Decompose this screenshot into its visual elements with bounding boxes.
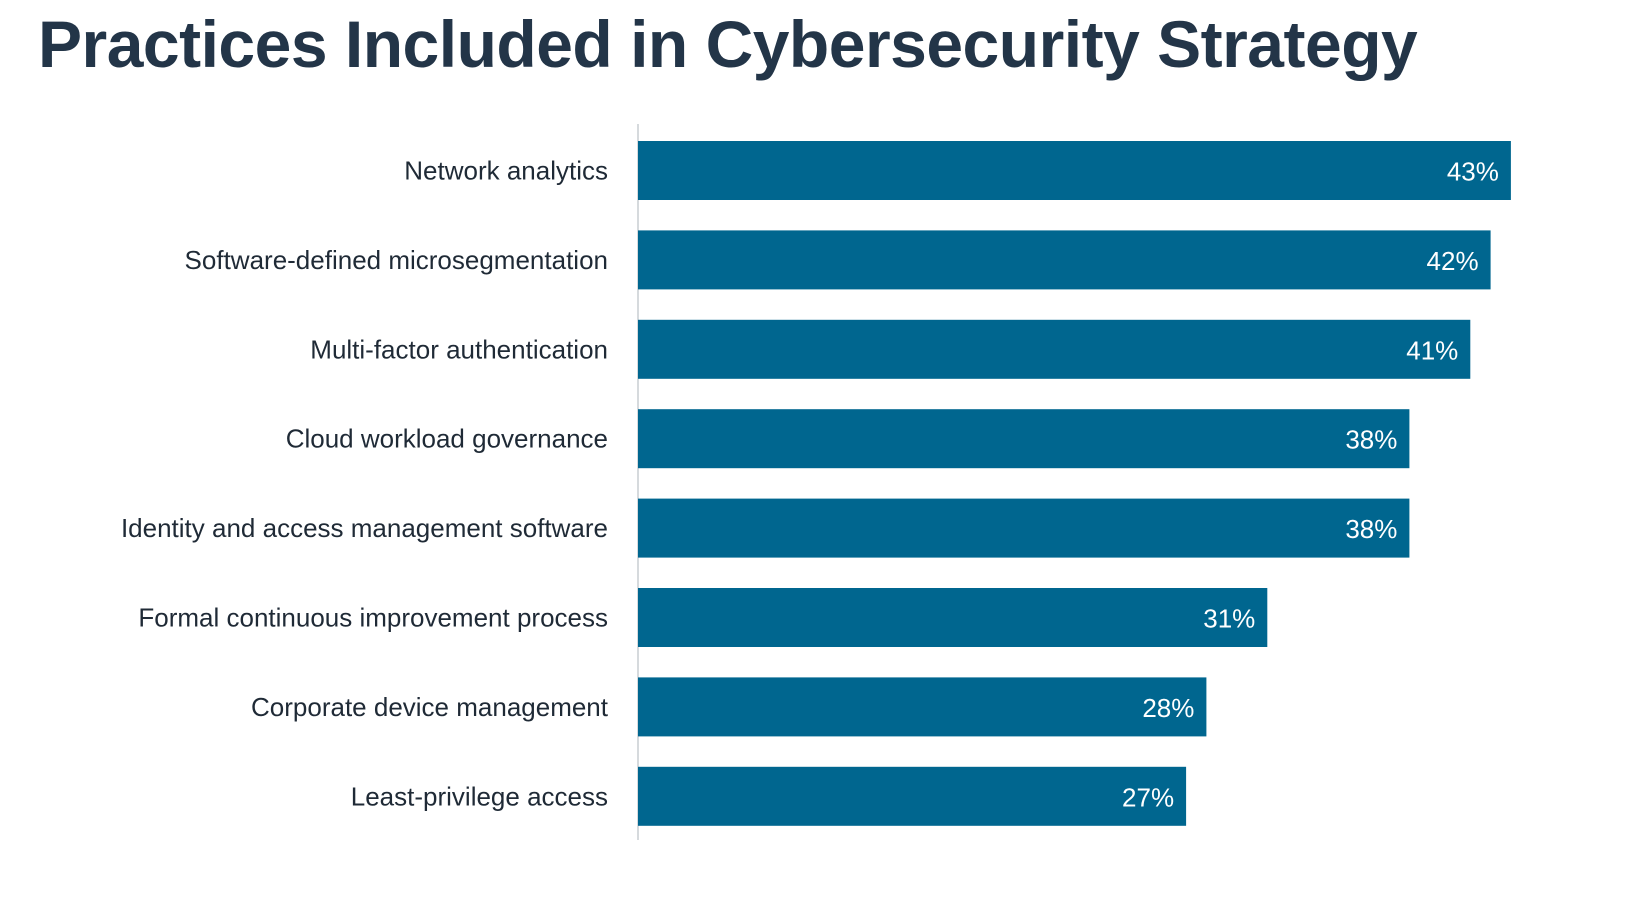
category-label: Network analytics bbox=[404, 156, 608, 186]
bar bbox=[638, 141, 1511, 200]
bar bbox=[638, 677, 1207, 737]
chart-title: Practices Included in Cybersecurity Stra… bbox=[38, 7, 1418, 81]
data-label: 43% bbox=[1447, 157, 1499, 187]
category-label: Identity and access management software bbox=[121, 513, 608, 543]
bar bbox=[638, 766, 1187, 826]
bar bbox=[638, 230, 1491, 290]
category-label: Software-defined microsegmentation bbox=[185, 245, 608, 275]
category-label: Corporate device management bbox=[251, 692, 609, 722]
data-label: 42% bbox=[1427, 246, 1479, 276]
bar bbox=[638, 588, 1268, 647]
category-label: Formal continuous improvement process bbox=[138, 603, 608, 633]
data-label: 38% bbox=[1345, 514, 1397, 544]
data-label: 31% bbox=[1203, 604, 1255, 634]
data-label: 27% bbox=[1122, 782, 1174, 812]
category-label: Cloud workload governance bbox=[286, 424, 608, 454]
data-label: 28% bbox=[1142, 693, 1194, 723]
category-label: Multi-factor authentication bbox=[310, 334, 608, 364]
data-label: 38% bbox=[1345, 425, 1397, 455]
bar bbox=[638, 498, 1410, 558]
bar bbox=[638, 409, 1410, 469]
bar bbox=[638, 319, 1471, 379]
data-label: 41% bbox=[1406, 335, 1458, 365]
category-label: Least-privilege access bbox=[351, 781, 608, 811]
